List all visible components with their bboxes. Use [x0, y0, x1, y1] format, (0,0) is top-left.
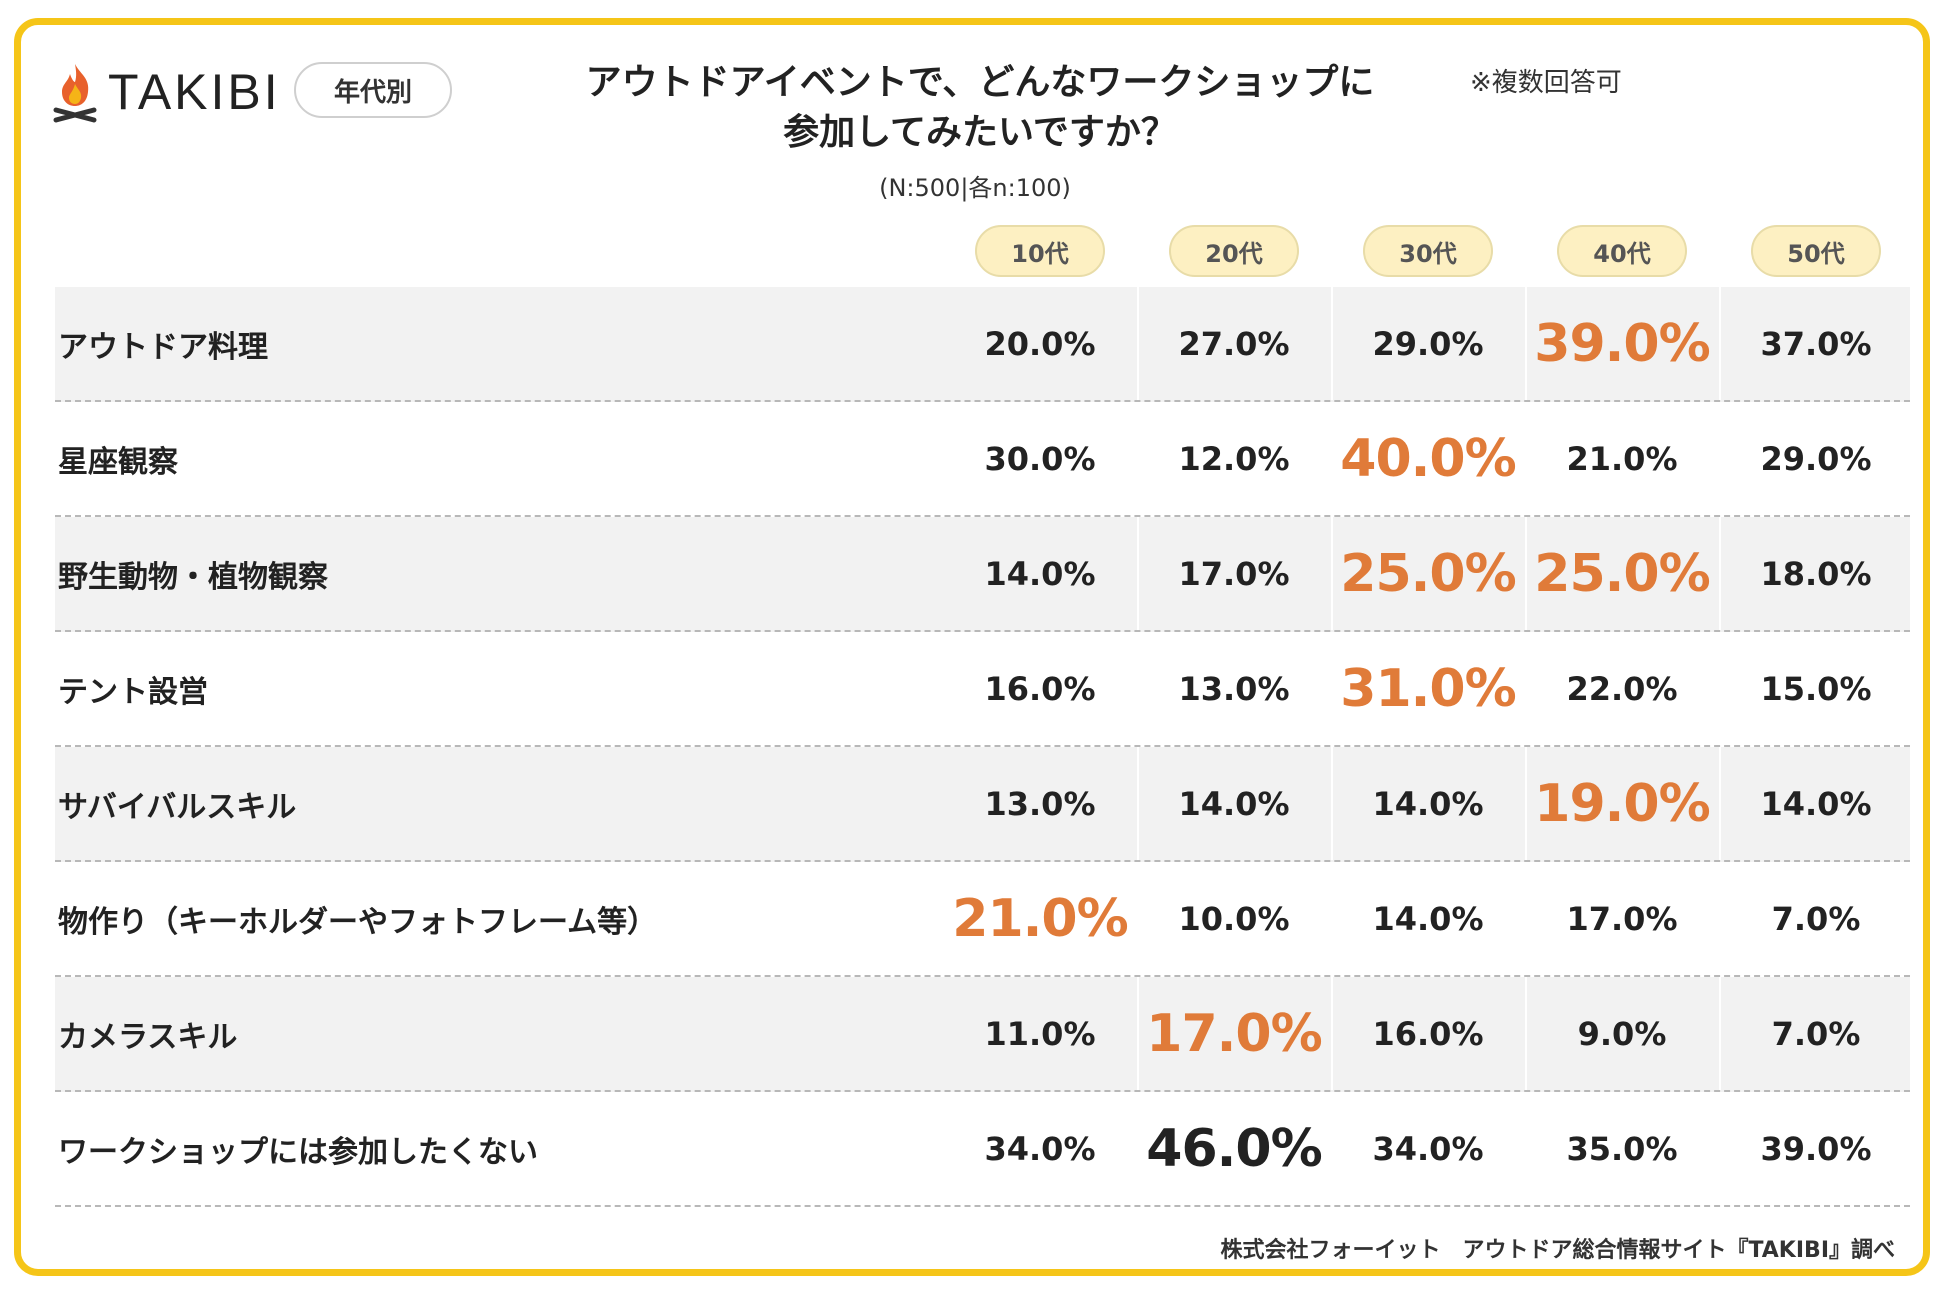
table-cell: 13.0%	[984, 784, 1096, 823]
table-cell: 46.0%	[1146, 1118, 1322, 1179]
campfire-icon	[53, 64, 97, 123]
column-divider	[1331, 517, 1333, 630]
table-cell: 21.0%	[1566, 439, 1678, 478]
table-cell: 30.0%	[984, 439, 1096, 478]
column-divider	[1525, 977, 1527, 1090]
column-divider	[1525, 287, 1527, 400]
table-cell: 39.0%	[1534, 313, 1710, 374]
table-cell: 17.0%	[1566, 899, 1678, 938]
table-row: アウトドア料理 20.0% 27.0% 29.0% 39.0% 37.0%	[55, 287, 1910, 402]
column-divider	[1137, 747, 1139, 860]
title-line: 参加してみたいですか？	[783, 112, 1177, 153]
table-row: テント設営 16.0% 13.0% 31.0% 22.0% 15.0%	[55, 632, 1910, 747]
chart-title: アウトドアイベントで、どんなワークショップに 参加してみたいですか？	[500, 58, 1460, 158]
row-label: サバイバルスキル	[58, 789, 297, 825]
source-credit: 株式会社フォーイット アウトドア総合情報サイト『TAKIBI』調べ	[1220, 1238, 1895, 1263]
table-cell: 10.0%	[1178, 899, 1290, 938]
table-cell: 31.0%	[1340, 658, 1516, 719]
table-cell: 15.0%	[1760, 669, 1872, 708]
column-divider	[1719, 977, 1721, 1090]
table-cell: 16.0%	[1372, 1014, 1484, 1053]
column-header: 30代	[1363, 225, 1493, 277]
category-badge: 年代別	[294, 62, 452, 118]
table-cell: 7.0%	[1771, 899, 1861, 938]
table-cell: 39.0%	[1760, 1129, 1872, 1168]
table-cell: 34.0%	[1372, 1129, 1484, 1168]
column-divider	[1719, 747, 1721, 860]
row-label: テント設営	[58, 674, 208, 710]
column-divider	[1331, 977, 1333, 1090]
column-divider	[1719, 517, 1721, 630]
table-row: サバイバルスキル 13.0% 14.0% 14.0% 19.0% 14.0%	[55, 747, 1910, 862]
table-row: 野生動物・植物観察 14.0% 17.0% 25.0% 25.0% 18.0%	[55, 517, 1910, 632]
brand-name: TAKIBI	[108, 64, 281, 120]
column-divider	[1137, 977, 1139, 1090]
column-divider	[1137, 287, 1139, 400]
row-label: 野生動物・植物観察	[58, 559, 328, 595]
table-cell: 14.0%	[1372, 899, 1484, 938]
column-header: 10代	[975, 225, 1105, 277]
table-cell: 9.0%	[1577, 1014, 1667, 1053]
table-cell: 25.0%	[1534, 543, 1710, 604]
column-divider	[1137, 517, 1139, 630]
table-cell: 27.0%	[1178, 324, 1290, 363]
sample-size-text: (N:500|各n:100)	[879, 174, 1071, 202]
table-cell: 25.0%	[1340, 543, 1516, 604]
table-cell: 7.0%	[1771, 1014, 1861, 1053]
row-label: ワークショップには参加したくない	[58, 1134, 538, 1170]
column-divider	[1331, 747, 1333, 860]
sample-size-note: (N:500|各n:100)	[0, 168, 1950, 203]
table-row: 物作り（キーホルダーやフォトフレーム等） 21.0% 10.0% 14.0% 17.0%…	[55, 862, 1910, 977]
table-cell: 14.0%	[1760, 784, 1872, 823]
table-cell: 19.0%	[1534, 773, 1710, 834]
row-label: 星座観察	[58, 444, 178, 480]
multiple-answer-note: ※複数回答可	[1470, 68, 1622, 98]
table-cell: 13.0%	[1178, 669, 1290, 708]
column-header: 20代	[1169, 225, 1299, 277]
column-header: 40代	[1557, 225, 1687, 277]
table-cell: 14.0%	[1372, 784, 1484, 823]
table-cell: 17.0%	[1146, 1003, 1322, 1064]
column-divider	[1719, 287, 1721, 400]
table-cell: 16.0%	[984, 669, 1096, 708]
table-cell: 12.0%	[1178, 439, 1290, 478]
column-divider	[1331, 287, 1333, 400]
table-row: ワークショップには参加したくない 34.0% 46.0% 34.0% 35.0% 39.0…	[55, 1092, 1910, 1207]
table-cell: 21.0%	[952, 888, 1128, 949]
table-cell: 14.0%	[984, 554, 1096, 593]
table-row: 星座観察 30.0% 12.0% 40.0% 21.0% 29.0%	[55, 402, 1910, 517]
table-cell: 17.0%	[1178, 554, 1290, 593]
title-line: アウトドアイベントで、どんなワークショップに	[585, 62, 1375, 103]
row-label: カメラスキル	[58, 1019, 238, 1055]
table-cell: 18.0%	[1760, 554, 1872, 593]
table-cell: 22.0%	[1566, 669, 1678, 708]
table-cell: 14.0%	[1178, 784, 1290, 823]
row-label: アウトドア料理	[58, 329, 268, 365]
column-divider	[1525, 517, 1527, 630]
table-row: カメラスキル 11.0% 17.0% 16.0% 9.0% 7.0%	[55, 977, 1910, 1092]
column-header: 50代	[1751, 225, 1881, 277]
table-cell: 34.0%	[984, 1129, 1096, 1168]
table-cell: 37.0%	[1760, 324, 1872, 363]
column-divider	[1525, 747, 1527, 860]
table-cell: 40.0%	[1340, 428, 1516, 489]
table-cell: 29.0%	[1760, 439, 1872, 478]
table-cell: 35.0%	[1566, 1129, 1678, 1168]
table-cell: 11.0%	[984, 1014, 1096, 1053]
table-cell: 29.0%	[1372, 324, 1484, 363]
row-label: 物作り（キーホルダーやフォトフレーム等）	[58, 904, 658, 940]
brand-logo: TAKIBI	[50, 60, 281, 124]
table-cell: 20.0%	[984, 324, 1096, 363]
